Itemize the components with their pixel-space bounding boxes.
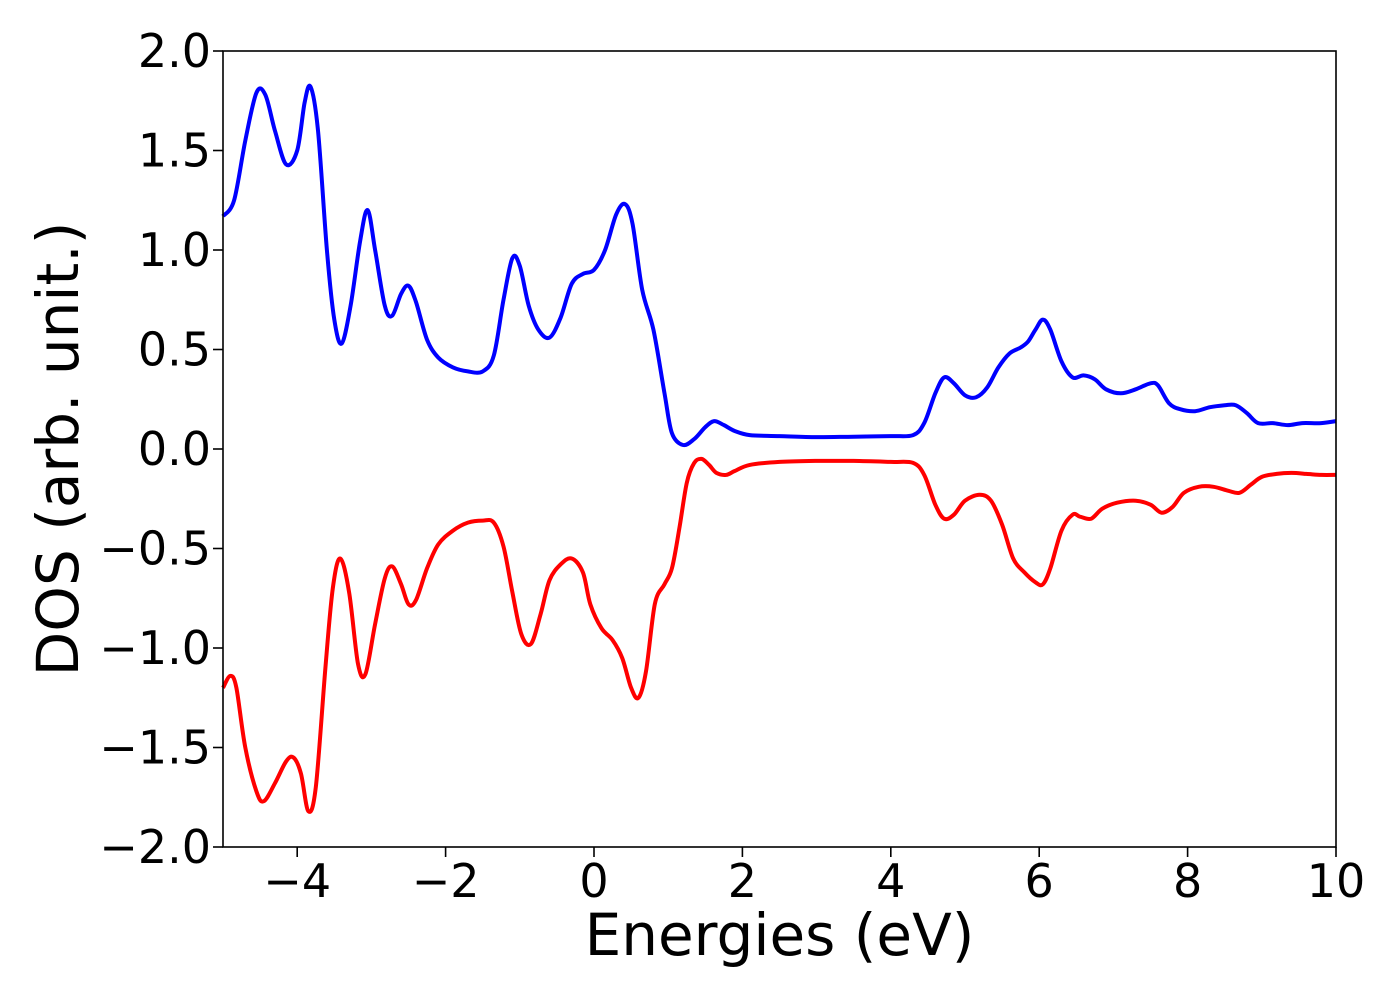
y-tick-label: −1.0 — [99, 621, 211, 675]
series-line-2 — [221, 456, 1337, 814]
y-tick-label: −1.5 — [99, 721, 211, 775]
plot-frame — [222, 50, 1337, 848]
x-tick-label: 6 — [1025, 854, 1054, 908]
y-tick-label: 0.5 — [138, 323, 211, 377]
x-tick-label: −2 — [412, 854, 480, 908]
x-tick-label: −4 — [263, 854, 331, 908]
x-tick-label: 0 — [579, 854, 608, 908]
y-axis-label: DOS (arb. unit.) — [24, 222, 92, 677]
ticks-layer: −4 −2 0 2 4 6 8 10 2.0 1.5 1.0 0.5 0.0 −0.5 −1.0 −1.5 −2… — [99, 24, 1365, 908]
y-tick-label: −2.0 — [99, 820, 211, 874]
y-tick-label: 1.0 — [138, 223, 211, 277]
x-tick-label: 4 — [876, 854, 905, 908]
x-axis-label: Energies (eV) — [585, 901, 975, 969]
x-tick-label: 2 — [728, 854, 757, 908]
x-tick-label: 10 — [1307, 854, 1366, 908]
y-tick-label: −0.5 — [99, 522, 211, 576]
y-tick-label: 2.0 — [138, 24, 211, 78]
y-tick-label: 0.0 — [138, 422, 211, 476]
series-layer — [221, 83, 1337, 814]
y-tick-label: 1.5 — [138, 124, 211, 178]
series-line-1 — [221, 83, 1337, 448]
x-tick-label: 8 — [1173, 854, 1202, 908]
